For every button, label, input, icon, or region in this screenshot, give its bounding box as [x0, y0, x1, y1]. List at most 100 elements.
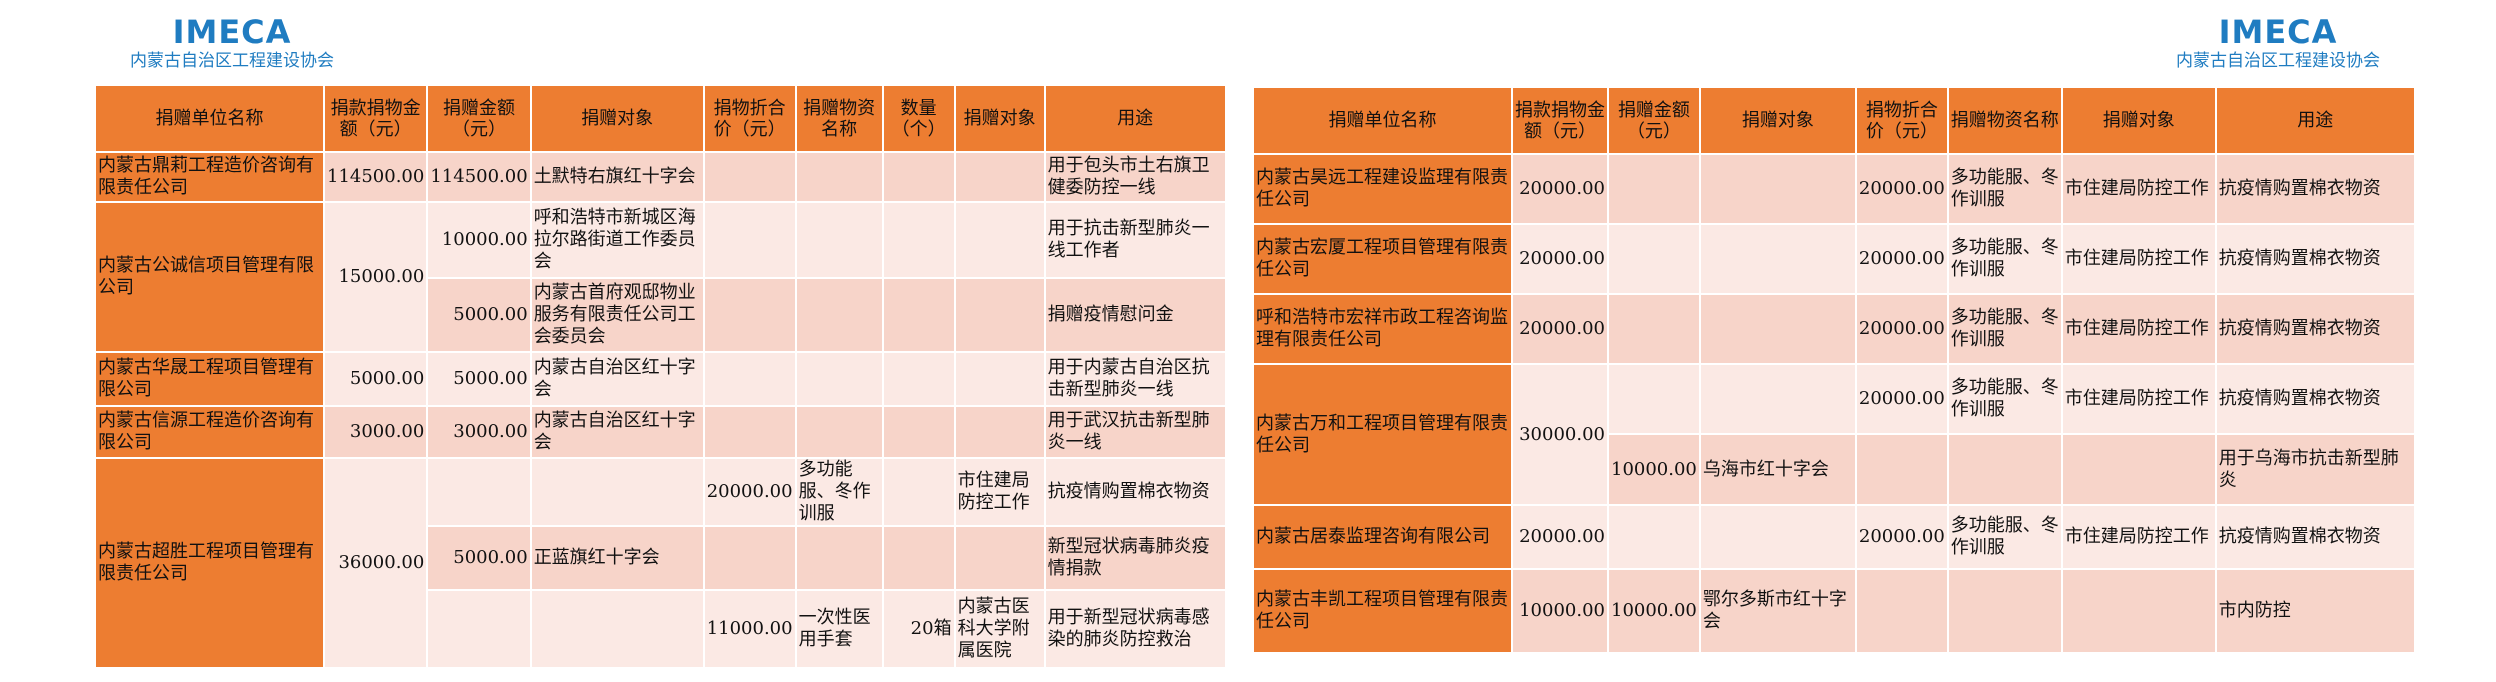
- table-cell: [1698, 223, 1857, 295]
- header-row: 捐赠单位名称 捐款捐物金额（元） 捐赠金额（元） 捐赠对象 捐物折合价（元） 捐赠物资名称…: [1252, 86, 2416, 155]
- column-header: 捐赠对象: [1698, 86, 1857, 155]
- column-header: 捐款捐物金额（元）: [322, 84, 429, 153]
- table-cell: 11000.00: [702, 589, 797, 669]
- table-cell: 20000.00: [1511, 504, 1609, 570]
- table-cell: [953, 277, 1046, 353]
- table-cell: 内蒙古自治区红十字会: [529, 405, 705, 459]
- table-cell: [881, 277, 956, 353]
- table-cell: [881, 457, 956, 527]
- table-row: 5000.00 内蒙古首府观邸物业服务有限责任公司工会委员会 捐赠疫情慰问金: [95, 277, 1227, 353]
- table-cell: 5000.00: [426, 525, 532, 591]
- table-cell: [702, 201, 797, 279]
- table-cell: [426, 457, 532, 527]
- donor-name-cell: 内蒙古昊远工程建设监理有限责任公司: [1252, 153, 1513, 225]
- table-cell: [1607, 293, 1701, 365]
- table-row: 10000.00 乌海市红十字会 用于乌海市抗击新型肺炎: [1253, 433, 2416, 506]
- table-cell: [702, 405, 797, 459]
- table-cell: 市住建局防控工作: [2060, 153, 2217, 225]
- table-cell: [1607, 223, 1701, 295]
- table-cell: [1607, 153, 1701, 225]
- table-cell: 抗疫情购置棉衣物资: [1043, 457, 1227, 527]
- table-cell: 市住建局防控工作: [2060, 363, 2217, 435]
- table-cell: [881, 151, 956, 203]
- table-row: 内蒙古万和工程项目管理有限责任公司 30000.00 20000.00 多功能服、冬作…: [1252, 363, 2416, 506]
- column-header: 捐赠对象: [953, 84, 1046, 153]
- table-cell: 多功能服、冬作训服: [1946, 293, 2063, 365]
- table-cell: [2060, 433, 2217, 506]
- table-row: 呼和浩特市宏祥市政工程咨询监理有限责任公司 20000.00 20000.00 多功能…: [1252, 293, 2416, 365]
- table-cell: 用于新型冠状病毒感染的肺炎防控救治: [1043, 589, 1227, 669]
- table-cell: 20000.00: [1854, 223, 1949, 295]
- table-cell: 10000.00: [1607, 568, 1701, 654]
- column-header: 捐赠单位名称: [1252, 86, 1513, 155]
- header-row: 捐赠单位名称 捐款捐物金额（元） 捐赠金额（元） 捐赠对象 捐物折合价（元） 捐赠物资名称…: [94, 84, 1227, 153]
- column-header: 捐物折合价（元）: [702, 84, 797, 153]
- column-header: 用途: [1043, 84, 1227, 153]
- logo-left: IMECA 内蒙古自治区工程建设协会: [96, 14, 368, 72]
- table-cell: 市住建局防控工作: [2060, 504, 2217, 570]
- table-cell: [1854, 568, 1949, 654]
- table-cell: 乌海市红十字会: [1698, 433, 1857, 506]
- table-cell: [794, 525, 884, 591]
- table-row: 内蒙古宏厦工程项目管理有限责任公司 20000.00 20000.00 多功能服、冬作…: [1252, 223, 2416, 295]
- table-cell: 土默特右旗红十字会: [529, 151, 705, 203]
- table-cell: [702, 277, 797, 353]
- donation-table-left: 捐赠单位名称 捐款捐物金额（元） 捐赠金额（元） 捐赠对象 捐物折合价（元） 捐赠物资名称…: [94, 84, 1227, 669]
- table-cell: [702, 351, 797, 407]
- table-cell: 抗疫情购置棉衣物资: [2214, 223, 2416, 295]
- donor-name-cell: 内蒙古华晟工程项目管理有限公司: [94, 351, 325, 407]
- column-header: 捐赠物资名称: [1946, 86, 2063, 155]
- table-cell: [953, 351, 1046, 407]
- table-cell: [702, 525, 797, 591]
- table-cell: 10000.00: [1511, 568, 1609, 654]
- table-cell: 用于武汉抗击新型肺炎一线: [1043, 405, 1227, 459]
- table-cell: 市住建局防控工作: [953, 457, 1046, 527]
- table-cell: 多功能服、冬作训服: [1946, 223, 2063, 295]
- table-cell: 内蒙古首府观邸物业服务有限责任公司工会委员会: [529, 277, 705, 353]
- table-row: 内蒙古丰凯工程项目管理有限责任公司 10000.00 10000.00 鄂尔多斯市红十…: [1252, 568, 2416, 654]
- table-cell: 5000.00: [426, 277, 532, 353]
- donor-name-cell: 内蒙古鼎莉工程造价咨询有限责任公司: [94, 151, 325, 203]
- table-cell: [1698, 153, 1857, 225]
- logo-right: IMECA 内蒙古自治区工程建设协会: [2160, 14, 2396, 72]
- table-cell: 抗疫情购置棉衣物资: [2214, 153, 2416, 225]
- column-header: 捐赠对象: [2060, 86, 2217, 155]
- table-cell: 20000.00: [1511, 223, 1609, 295]
- donor-name-cell: 内蒙古宏厦工程项目管理有限责任公司: [1252, 223, 1513, 295]
- table-cell: [1698, 504, 1857, 570]
- table-cell: 用于包头市土右旗卫健委防控一线: [1043, 151, 1227, 203]
- column-header: 用途: [2214, 86, 2416, 155]
- table-row: 内蒙古昊远工程建设监理有限责任公司 20000.00 20000.00 多功能服、冬作…: [1252, 153, 2416, 225]
- table-cell: 市内防控: [2214, 568, 2416, 654]
- table-cell: 用于内蒙古自治区抗击新型肺炎一线: [1043, 351, 1227, 407]
- column-header: 数量（个）: [881, 84, 956, 153]
- table-cell: 多功能服、冬作训服: [1946, 363, 2063, 435]
- table-cell: 36000.00: [322, 457, 429, 669]
- table-cell: 3000.00: [426, 405, 532, 459]
- table-cell: 多功能服、冬作训服: [1946, 504, 2063, 570]
- table-cell: 多功能服、冬作训服: [1946, 153, 2063, 225]
- table-cell: 用于抗击新型肺炎一线工作者: [1043, 201, 1227, 279]
- table-cell: 20000.00: [1511, 293, 1609, 365]
- table-cell: 呼和浩特市新城区海拉尔路街道工作委员会: [529, 201, 705, 279]
- table-cell: [953, 525, 1046, 591]
- table-cell: [1698, 293, 1857, 365]
- table-cell: 20000.00: [1854, 363, 1949, 435]
- table-cell: [794, 277, 884, 353]
- table-cell: 内蒙古自治区红十字会: [529, 351, 705, 407]
- table-row: 11000.00 一次性医用手套 20箱 内蒙古医科大学附属医院 用于新型冠状病毒感染的…: [95, 589, 1227, 669]
- table-cell: 内蒙古医科大学附属医院: [953, 589, 1046, 669]
- column-header: 捐款捐物金额（元）: [1511, 86, 1609, 155]
- table-cell: 正蓝旗红十字会: [529, 525, 705, 591]
- table-cell: 5000.00: [322, 351, 429, 407]
- table-cell: 30000.00: [1511, 363, 1609, 506]
- table-cell: [529, 457, 705, 527]
- logo-org-name: 内蒙古自治区工程建设协会: [130, 51, 334, 71]
- column-header: 捐赠金额（元）: [1607, 86, 1701, 155]
- table-row: 内蒙古华晟工程项目管理有限公司 5000.00 5000.00 内蒙古自治区红十字会用…: [94, 351, 1227, 407]
- donor-name-cell: 内蒙古公诚信项目管理有限公司: [94, 201, 325, 353]
- column-header: 捐赠金额（元）: [426, 84, 532, 153]
- table-cell: [881, 201, 956, 279]
- table-cell: 多功能服、冬作训服: [794, 457, 884, 527]
- logo-org-name: 内蒙古自治区工程建设协会: [2176, 51, 2380, 71]
